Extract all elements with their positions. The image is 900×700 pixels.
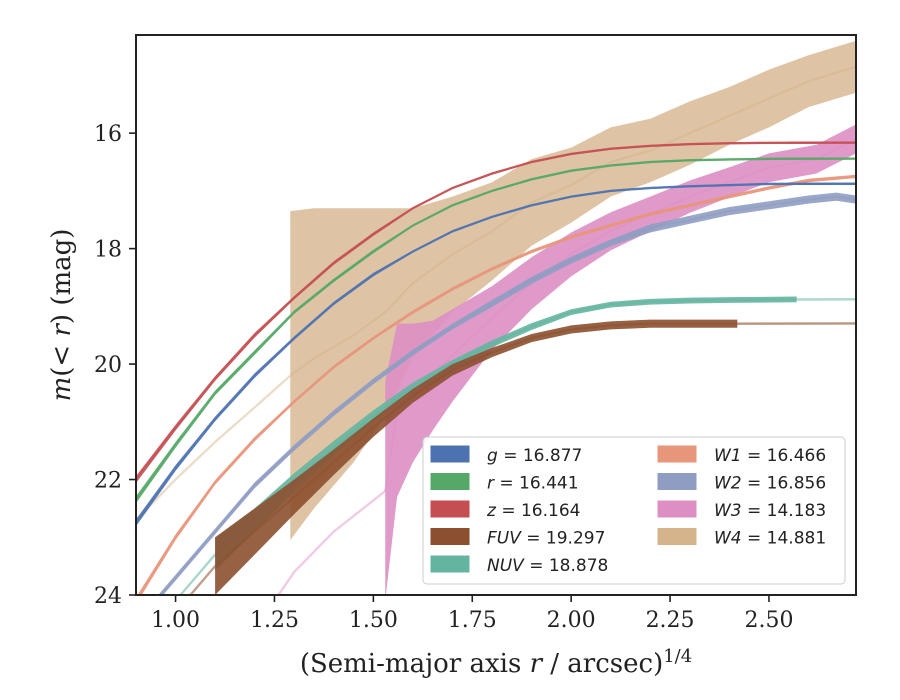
legend-swatch-w3 — [657, 500, 697, 518]
axes-layer: 1.00 1.25 1.50 1.75 2.00 2.25 2.50 16 18 20 22 24 — [94, 34, 857, 633]
w1-line — [138, 175, 856, 595]
plot-frame — [135, 34, 857, 596]
legend-swatch-nuv — [430, 555, 470, 573]
x-tick-label: 2.25 — [646, 608, 695, 633]
legend-label-fuv: FUV = 19.297 — [487, 529, 605, 549]
y-tick-label: 24 — [94, 584, 122, 609]
w3-extrapolation-line — [276, 490, 386, 595]
w2-line — [159, 195, 856, 595]
legend-label-g: g = 16.877 — [487, 446, 582, 466]
w4-extrapolation-line — [136, 374, 292, 521]
legend-swatch-r — [430, 473, 470, 490]
legend-label-z: z = 16.164 — [486, 501, 580, 521]
legend-label-w4: W4 = 14.881 — [714, 529, 826, 549]
x-tick-label: 1.50 — [349, 608, 398, 633]
legend-swatch-g — [430, 445, 470, 463]
w4-line — [289, 65, 856, 377]
x-tick-label: 1.00 — [151, 608, 200, 633]
legend-swatch-w4 — [657, 528, 697, 545]
y-tick-label: 20 — [94, 353, 122, 378]
nuv-extrapolation-line — [178, 553, 217, 595]
x-axis-label: (Semi-major axis r / arcsec)1/4 — [300, 646, 692, 679]
legend-label-r: r = 16.441 — [487, 474, 579, 494]
w4-band — [290, 40, 856, 541]
legend-label-nuv: NUV = 18.878 — [487, 556, 608, 576]
legend-label-w2: W2 = 16.856 — [714, 474, 826, 494]
g-line — [136, 182, 856, 524]
x-tick-label: 2.00 — [547, 608, 596, 633]
y-axis-label: m(< r) (mag) — [47, 229, 77, 402]
legend-label-w3: W3 = 14.183 — [714, 501, 826, 521]
legend-label-w1: W1 = 16.466 — [714, 446, 826, 466]
legend-swatch-fuv — [430, 528, 470, 545]
fuv-extrapolation-line — [188, 565, 217, 595]
legend-swatch-w1 — [657, 445, 697, 463]
legend: g = 16.877 r = 16.441 z = 16.164 FUV = 19.2… — [422, 436, 846, 585]
legend-box — [422, 436, 846, 585]
fuv-line — [214, 322, 738, 567]
r-line — [136, 157, 856, 501]
x-tick-label: 1.25 — [250, 608, 299, 633]
x-tick-label: 2.50 — [744, 608, 793, 633]
series-layer — [136, 40, 856, 595]
x-tick-label: 1.75 — [448, 608, 497, 633]
y-tick-label: 16 — [94, 122, 122, 147]
y-tick-label: 18 — [94, 238, 122, 263]
legend-swatch-z — [430, 500, 470, 518]
y-tick-label: 22 — [94, 469, 122, 494]
z-line — [136, 141, 856, 481]
legend-swatch-w2 — [657, 473, 697, 490]
